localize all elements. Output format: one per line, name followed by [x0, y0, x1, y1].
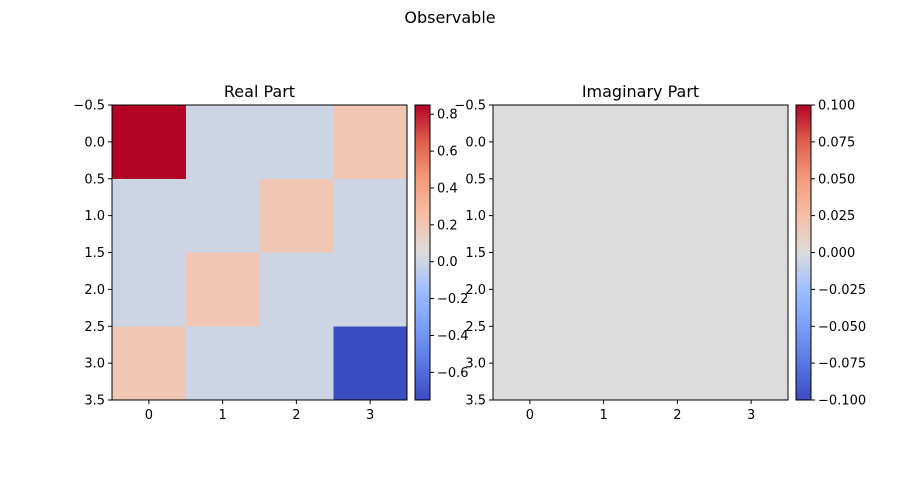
real-xtick-label: 3	[366, 408, 374, 423]
imag-xtick-label: 3	[747, 408, 755, 423]
real-cell-r3-c3	[333, 326, 408, 401]
imag-ytick-label: 1.0	[465, 209, 486, 224]
figure-suptitle: Observable	[404, 8, 495, 27]
real-panel: Real Part 0 1 2 3 −0.5 0.0 0.5 1.0 1.5 2.0 2.5 3.0 3.…	[73, 82, 468, 423]
real-cbar-tick-label: 0.6	[437, 145, 458, 160]
real-cbar-tick-label: 0.0	[437, 255, 458, 270]
imag-cbar-tick-label: 0.075	[818, 135, 855, 150]
imag-cbar-tick-label: −0.025	[818, 283, 866, 298]
imag-cbar-tick-label: 0.050	[818, 172, 855, 187]
imag-cell-r2-c0	[493, 252, 568, 327]
real-cell-r1-c0	[112, 178, 187, 253]
imag-ytick-label: 0.5	[465, 172, 486, 187]
real-xtick-label: 0	[145, 408, 153, 423]
imag-cell-r1-c0	[493, 178, 568, 253]
imag-ytick-label: 0.0	[465, 135, 486, 150]
real-ytick-label: 2.0	[84, 283, 105, 298]
imag-colorbar	[795, 104, 812, 401]
imag-cbar-tick-label: 0.000	[818, 246, 855, 261]
imag-cell-r1-c1	[566, 178, 641, 253]
real-ytick-label: 3.0	[84, 357, 105, 372]
imag-cell-r2-c2	[640, 252, 715, 327]
imag-cell-r0-c1	[566, 105, 641, 180]
imag-cbar-tick-label: −0.100	[818, 394, 866, 409]
real-cell-r0-c0	[112, 105, 187, 180]
imag-ytick-label: 2.0	[465, 283, 486, 298]
real-cell-r2-c2	[259, 252, 334, 327]
real-colorbar	[414, 104, 431, 401]
imag-xtick-label: 2	[673, 408, 681, 423]
real-ytick-label: 1.0	[84, 209, 105, 224]
real-cell-r0-c3	[333, 105, 408, 180]
real-xtick-label: 2	[292, 408, 300, 423]
real-cbar-tick-label: −0.4	[437, 329, 469, 344]
imag-panel: Imaginary Part 0 1 2 3 −0.5 0.0 0.5 1.0 1.5 2.0 2.5…	[454, 82, 866, 423]
imag-title: Imaginary Part	[582, 82, 699, 101]
real-cell-r2-c0	[112, 252, 187, 327]
imag-ytick-label: 2.5	[465, 320, 486, 335]
real-xtick-label: 1	[218, 408, 226, 423]
imag-cell-r0-c2	[640, 105, 715, 180]
real-title: Real Part	[224, 82, 295, 101]
real-ytick-label: 0.0	[84, 135, 105, 150]
imag-cell-r0-c3	[714, 105, 789, 180]
imag-cell-r3-c0	[493, 326, 568, 401]
imag-ytick-label: −0.5	[454, 99, 486, 114]
real-ytick-label: 3.5	[84, 394, 105, 409]
imag-cell-r1-c3	[714, 178, 789, 253]
real-cell-r3-c1	[185, 326, 260, 401]
real-cell-r1-c2	[259, 178, 334, 253]
real-cell-r0-c1	[185, 105, 260, 180]
real-cell-r3-c0	[112, 326, 187, 401]
imag-cbar-tick-label: 0.100	[818, 99, 855, 114]
imag-cell-r2-c3	[714, 252, 789, 327]
real-cell-r2-c1	[185, 252, 260, 327]
real-cell-r1-c3	[333, 178, 408, 253]
imag-cell-r2-c1	[566, 252, 641, 327]
real-cell-r0-c2	[259, 105, 334, 180]
imag-cbar-tick-label: 0.025	[818, 209, 855, 224]
imag-cbar-tick-label: −0.050	[818, 320, 866, 335]
imag-ytick-label: 1.5	[465, 246, 486, 261]
real-ytick-label: 2.5	[84, 320, 105, 335]
imag-xtick-label: 0	[526, 408, 534, 423]
real-cbar-tick-label: 0.2	[437, 218, 458, 233]
imag-ytick-label: 3.5	[465, 394, 486, 409]
imag-cell-r3-c3	[714, 326, 789, 401]
imag-ytick-label: 3.0	[465, 357, 486, 372]
real-cbar-tick-label: 0.4	[437, 181, 458, 196]
imag-cell-r1-c2	[640, 178, 715, 253]
real-cell-r1-c1	[185, 178, 260, 253]
real-ytick-label: 0.5	[84, 172, 105, 187]
real-cbar-tick-label: −0.6	[437, 366, 469, 381]
real-cell-r2-c3	[333, 252, 408, 327]
real-cbar-tick-label: 0.8	[437, 108, 458, 123]
real-cbar-tick-label: −0.2	[437, 292, 469, 307]
imag-cell-r3-c2	[640, 326, 715, 401]
real-cell-r3-c2	[259, 326, 334, 401]
imag-cbar-tick-label: −0.075	[818, 357, 866, 372]
real-ytick-label: 1.5	[84, 246, 105, 261]
imag-cell-r3-c1	[566, 326, 641, 401]
real-ytick-label: −0.5	[73, 99, 105, 114]
imag-cell-r0-c0	[493, 105, 568, 180]
imag-xtick-label: 1	[599, 408, 607, 423]
